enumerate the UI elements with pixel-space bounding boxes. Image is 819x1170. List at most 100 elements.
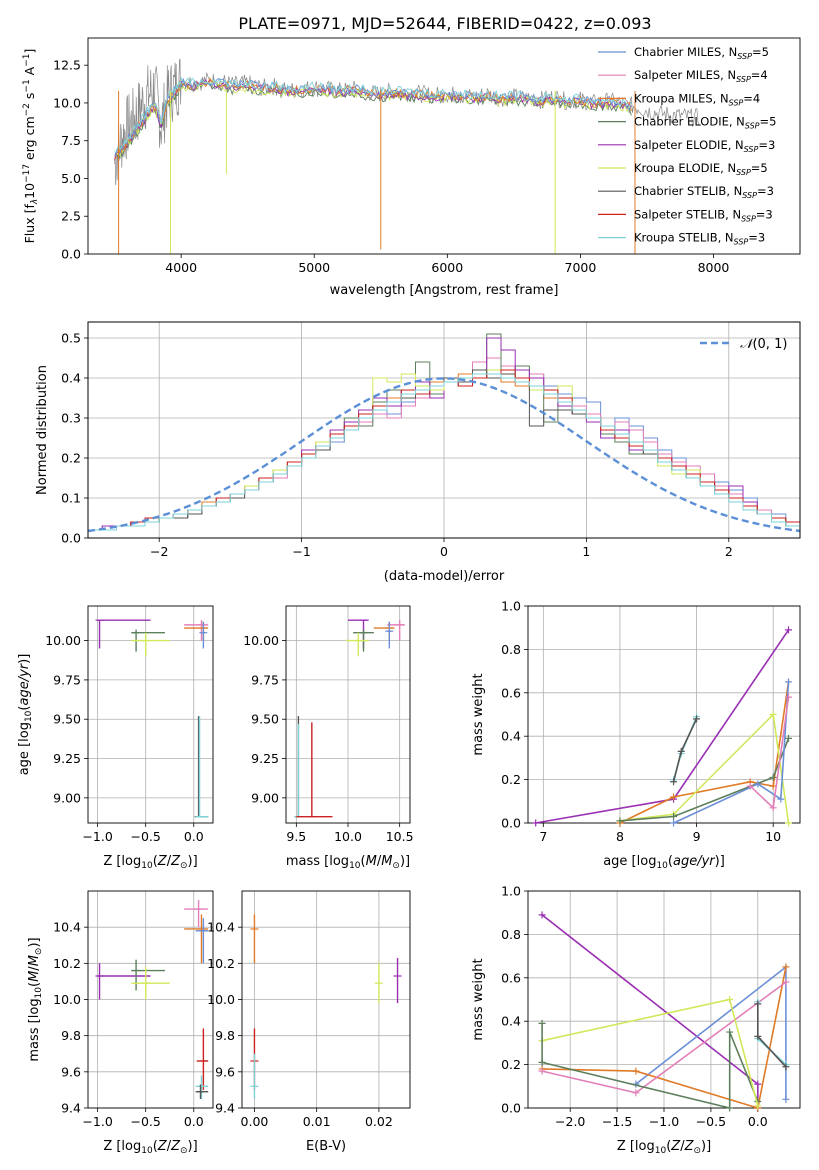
x-axis-label: mass [log10(M/M⊙)] [286,854,410,871]
y-tick-label: 0.8 [501,927,521,942]
x-axis-label: wavelength [Angstrom, rest frame] [330,283,559,298]
data-point [769,711,777,718]
weight-vs-Z-series [538,911,790,1112]
data-point [726,1104,734,1112]
data-point [785,693,793,701]
data-point [532,819,540,827]
y-tick-label: 0.0 [61,247,81,262]
data-point [769,804,777,812]
x-tick-label: 4000 [165,260,197,275]
spectrum-plot [114,58,700,254]
x-tick-label: 7000 [565,260,597,275]
x-tick-label: −1.0 [82,829,112,844]
y-tick-label: 0.1 [61,491,81,506]
weight-series [673,681,790,824]
y-tick-label: 0.4 [61,371,81,386]
data-point [785,626,793,634]
data-point [616,817,624,825]
y-tick-label: 9.25 [251,751,279,766]
y-tick-label: 9.75 [251,672,279,687]
data-point [782,978,790,986]
plots-layer: 4000 5000 6000 7000 80000.02.55.07.510.012.5… [17,37,801,1156]
age-vs-Z-points [95,619,209,818]
data-point [693,715,701,723]
data-point [746,782,754,790]
weight-vs-age-series [532,626,793,827]
x-tick-label: −0.5 [131,829,161,844]
x-axis-label: E(B-V) [306,1139,346,1154]
histogram-series [88,373,800,531]
model-spectrum [114,76,632,154]
data-point [726,996,734,1003]
age-vs-Z-axes: −1.0 −0.5 0.0 9.00 9.25 9.50 9.75 10.00 [45,605,214,844]
x-tick-label: 10 [765,829,781,844]
y-tick-label: 9.8 [215,1028,235,1043]
x-tick-label: 0.0 [184,829,204,844]
legend-entry: Salpeter STELIB, NSSP=3 [634,207,773,223]
mass-vs-ebv-points [250,914,402,1099]
y-axis-label: mass weight [471,958,486,1040]
weight-vs-Z-axes: −2.0 −1.5 −1.0 −0.5 0.0 0.0 0.2 0.4 0.6 0.8 1.0 [501,884,801,1129]
weight-series [756,1001,787,1066]
x-tick-label: −0.5 [696,1114,726,1129]
y-axis-label: mass [log10(M/M⊙)] [27,937,44,1061]
figure-title: PLATE=0971, MJD=52644, FIBERID=0422, z=0… [238,14,651,33]
y-tick-label: 10.4 [207,920,235,935]
x-axis-label: Z [log10(Z/Z⊙)] [617,1139,711,1156]
x-tick-label: 0 [440,544,448,559]
x-tick-label: −0.5 [131,1114,161,1129]
x-tick-label: 2 [725,544,733,559]
y-tick-label: 10.4 [53,920,81,935]
weight-series [619,681,790,824]
y-tick-label: 0.3 [61,411,81,426]
x-tick-label: 0.0 [748,1114,768,1129]
age-vs-mass-axes: 9.5 10.0 10.5 9.00 9.25 9.50 9.75 10.00 [243,605,414,844]
weight-series [535,629,790,824]
x-tick-label: 0.0 [184,1114,204,1129]
y-tick-label: 9.00 [53,790,81,805]
x-axis-label: Z [log10(Z/Z⊙)] [103,1139,197,1156]
x-tick-label: −1 [292,544,310,559]
y-tick-label: 5.0 [61,171,81,186]
weight-vs-age-axes: 7 8 9 10 0.0 0.2 0.4 0.6 0.8 1.0 [501,599,801,844]
data-point [782,1063,790,1071]
legend-entry: Kroupa STELIB, NSSP=3 [634,231,765,247]
y-axis-label: mass weight [471,673,486,755]
weight-series [619,712,790,824]
mass-vs-Z-axes: −1.0 −0.5 0.0 9.4 9.6 9.8 10.0 10.2 10.4 [53,890,214,1129]
data-point [785,734,793,742]
y-tick-label: 0.2 [501,772,521,787]
data-point [538,911,546,919]
data-point [632,1067,640,1075]
y-tick-label: 9.4 [61,1101,81,1116]
y-tick-label: 10.2 [53,956,81,971]
data-point [670,812,678,820]
y-tick-label: 12.5 [53,58,81,73]
y-tick-label: 9.6 [215,1064,235,1079]
x-tick-label: −2 [150,544,168,559]
y-tick-label: 9.50 [251,712,279,727]
y-tick-label: 0.0 [501,816,521,831]
y-axis-label: Normed distribution [35,365,50,495]
x-tick-label: 10.5 [386,829,414,844]
data-point [782,1095,790,1103]
y-tick-label: 0.0 [61,531,81,546]
x-axis-label: Z [log10(Z/Z⊙)] [103,854,197,871]
data-point [754,1080,762,1088]
plot-frame [527,890,801,1109]
x-tick-label: 1 [582,544,590,559]
plot-frame [527,605,801,824]
data-point [670,793,678,801]
x-tick-label: 9.5 [286,829,306,844]
residuals-axes: −2 −1 0 1 2 0.0 0.1 0.2 0.3 0.4 0.5 [61,321,801,559]
y-tick-label: 2.5 [61,209,81,224]
y-tick-label: 10.2 [207,956,235,971]
y-tick-label: 0.8 [501,642,521,657]
x-tick-label: 0.01 [303,1114,331,1129]
x-tick-label: −2.0 [555,1114,585,1129]
y-tick-label: 9.00 [251,790,279,805]
x-tick-label: 8 [616,829,624,844]
y-tick-label: 0.2 [501,1057,521,1072]
plot-frame [285,605,411,824]
